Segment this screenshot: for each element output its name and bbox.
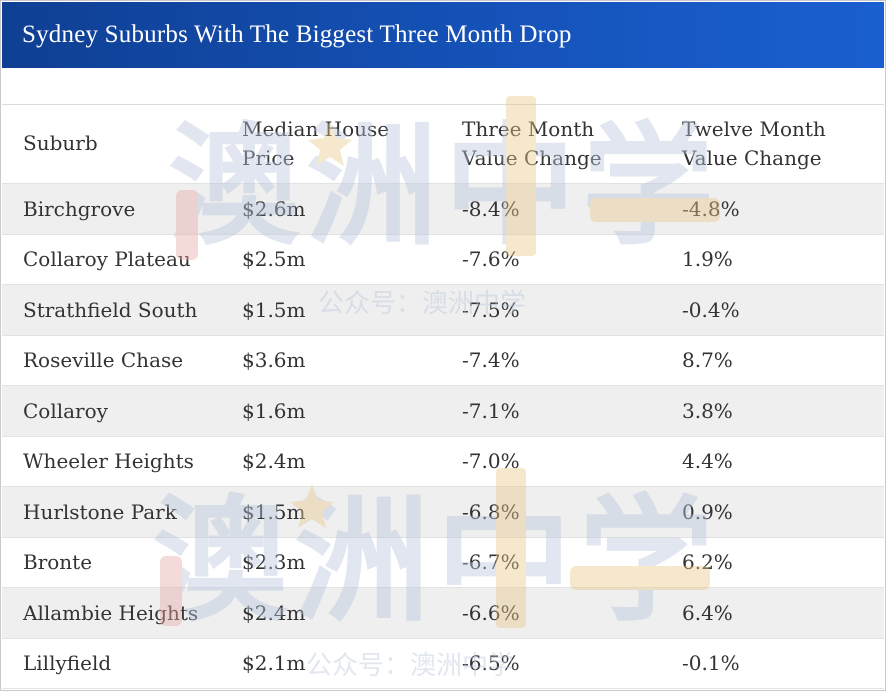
- table-row: Roseville Chase $3.6m -7.4% 8.7%: [2, 335, 884, 386]
- table-row: Collaroy $1.6m -7.1% 3.8%: [2, 385, 884, 437]
- twelve-month-cell: 3.8%: [661, 385, 884, 437]
- table-row: Hurlstone Park $1.5m -6.8% 0.9%: [2, 486, 884, 538]
- suburb-cell: Bronte: [2, 537, 221, 588]
- table-row: Birchgrove $2.6m -8.4% -4.8%: [2, 183, 884, 235]
- suburb-cell: Lillyfield: [2, 638, 221, 689]
- price-cell: $3.6m: [221, 335, 441, 386]
- col-header-three-month: Three Month Value Change: [441, 104, 661, 184]
- col-header-three-line1: Three Month: [462, 116, 595, 141]
- twelve-month-cell: 8.7%: [661, 335, 884, 386]
- twelve-month-cell: 6.4%: [661, 587, 884, 639]
- table-row: Wheeler Heights $2.4m -7.0% 4.4%: [2, 436, 884, 487]
- title-bar: Sydney Suburbs With The Biggest Three Mo…: [2, 2, 884, 68]
- price-cell: $1.5m: [221, 284, 441, 336]
- three-month-cell: -7.5%: [441, 284, 661, 336]
- three-month-cell: -6.7%: [441, 537, 661, 588]
- three-month-cell: -7.4%: [441, 335, 661, 386]
- twelve-month-cell: -4.8%: [661, 183, 884, 235]
- twelve-month-cell: -0.4%: [661, 284, 884, 336]
- col-header-suburb-text: Suburb: [23, 131, 98, 155]
- suburb-table: Suburb Median House Price Three Month Valu…: [2, 104, 884, 689]
- price-cell: $2.6m: [221, 183, 441, 235]
- suburb-cell: Collaroy: [2, 385, 221, 437]
- suburb-cell: Strathfield South: [2, 284, 221, 336]
- twelve-month-cell: 4.4%: [661, 436, 884, 487]
- price-cell: $2.1m: [221, 638, 441, 689]
- three-month-cell: -8.4%: [441, 183, 661, 235]
- suburb-cell: Wheeler Heights: [2, 436, 221, 487]
- twelve-month-cell: 0.9%: [661, 486, 884, 538]
- col-header-three-line2: Value Change: [462, 145, 602, 170]
- suburb-cell: Birchgrove: [2, 183, 221, 235]
- three-month-cell: -6.6%: [441, 587, 661, 639]
- three-month-cell: -7.1%: [441, 385, 661, 437]
- price-cell: $2.4m: [221, 587, 441, 639]
- suburb-cell: Hurlstone Park: [2, 486, 221, 538]
- price-cell: $2.4m: [221, 436, 441, 487]
- col-header-suburb: Suburb: [2, 104, 221, 184]
- price-cell: $1.5m: [221, 486, 441, 538]
- col-header-twelve-line2: Value Change: [682, 145, 822, 170]
- price-cell: $2.3m: [221, 537, 441, 588]
- table-row: Allambie Heights $2.4m -6.6% 6.4%: [2, 587, 884, 639]
- col-header-twelve-month: Twelve Month Value Change: [661, 104, 884, 184]
- col-header-twelve-line1: Twelve Month: [682, 116, 826, 141]
- col-header-median-line2: Price: [242, 145, 295, 170]
- suburb-cell: Allambie Heights: [2, 587, 221, 639]
- table-row: Bronte $2.3m -6.7% 6.2%: [2, 537, 884, 588]
- suburb-cell: Roseville Chase: [2, 335, 221, 386]
- table-row: Strathfield South $1.5m -7.5% -0.4%: [2, 284, 884, 336]
- price-cell: $2.5m: [221, 234, 441, 285]
- three-month-cell: -7.6%: [441, 234, 661, 285]
- three-month-cell: -7.0%: [441, 436, 661, 487]
- table-row: Collaroy Plateau $2.5m -7.6% 1.9%: [2, 234, 884, 285]
- twelve-month-cell: 1.9%: [661, 234, 884, 285]
- col-header-median-line1: Median House: [242, 116, 390, 141]
- price-cell: $1.6m: [221, 385, 441, 437]
- three-month-cell: -6.5%: [441, 638, 661, 689]
- table-row: Lillyfield $2.1m -6.5% -0.1%: [2, 638, 884, 689]
- col-header-median-price: Median House Price: [221, 104, 441, 184]
- page-title: Sydney Suburbs With The Biggest Three Mo…: [22, 21, 572, 48]
- header-row: Suburb Median House Price Three Month Valu…: [2, 104, 884, 184]
- three-month-cell: -6.8%: [441, 486, 661, 538]
- twelve-month-cell: -0.1%: [661, 638, 884, 689]
- suburb-cell: Collaroy Plateau: [2, 234, 221, 285]
- twelve-month-cell: 6.2%: [661, 537, 884, 588]
- blank-row: [2, 68, 884, 105]
